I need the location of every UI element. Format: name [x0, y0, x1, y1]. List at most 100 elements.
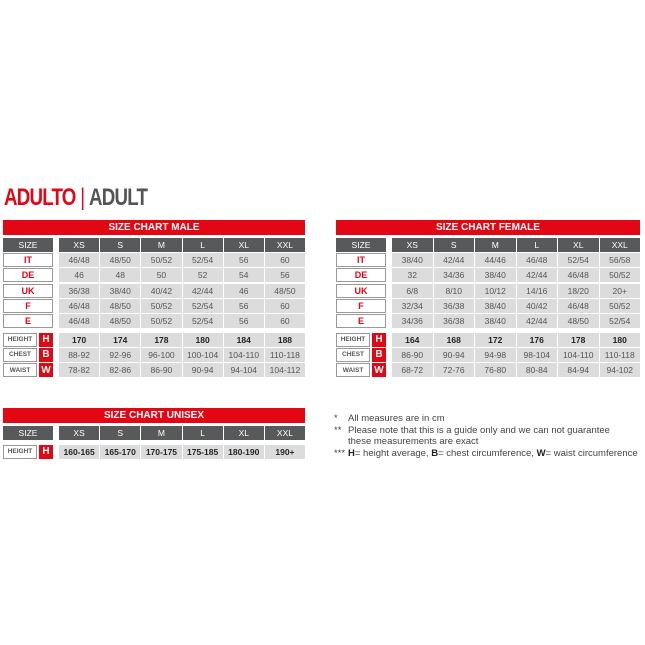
chart-title: SIZE CHART UNISEX — [3, 408, 305, 423]
size-value: 60 — [264, 298, 306, 313]
size-value: 46 — [59, 268, 100, 283]
country-label: UK — [3, 283, 53, 298]
measure-value: 86-90 — [392, 347, 433, 362]
size-value: 52/54 — [558, 253, 599, 268]
measure-row-height: HEIGHT H 160-165 165-170 170-175 175-185 180-1… — [3, 444, 306, 459]
note-key: H — [348, 447, 355, 459]
measure-value: 176 — [516, 332, 557, 347]
measure-value: 94-104 — [223, 363, 264, 378]
measure-value: 170 — [59, 332, 100, 347]
country-row-uk: UK 6/8 8/10 10/12 14/16 18/20 20+ — [336, 283, 640, 298]
size-value: 46/48 — [59, 298, 100, 313]
measure-letter-badge: H — [372, 332, 386, 347]
country-label: IT — [336, 253, 386, 268]
size-value: 50/52 — [599, 298, 640, 313]
size-value: 18/20 — [558, 283, 599, 298]
size-value: 46/48 — [558, 298, 599, 313]
size-value: 48/50 — [100, 298, 141, 313]
notes: * All measures are in cm ** Please note tha… — [334, 413, 638, 459]
measure-value: 98-104 — [516, 347, 557, 362]
size-chart-unisex: SIZE CHART UNISEX SIZE XS S M L XL XXL HEIGHT H 16… — [3, 408, 306, 460]
size-label: SIZE — [336, 238, 386, 252]
measure-row-waist: WAIST W 68-72 72-76 76-80 80-84 84-94 94-102 — [336, 363, 640, 378]
measure-value: 172 — [475, 332, 516, 347]
size-header-l: L — [182, 426, 223, 440]
measure-row-height: HEIGHT H 170 174 178 180 184 188 — [3, 332, 306, 347]
size-value: 52 — [182, 268, 223, 283]
note-3: *** H= height average, B= chest circumfer… — [334, 448, 638, 460]
size-value: 46/48 — [59, 253, 100, 268]
measure-value: 94-102 — [599, 363, 640, 378]
measure-letter-badge: B — [39, 347, 53, 362]
size-value: 50 — [141, 268, 182, 283]
measure-label: CHEST — [3, 347, 37, 362]
measure-value: 165-170 — [100, 444, 141, 459]
measure-value: 68-72 — [392, 363, 433, 378]
measure-value: 180-190 — [223, 444, 264, 459]
size-header-l: L — [516, 238, 557, 252]
country-row-f: F 46/48 48/50 50/52 52/54 56 60 — [3, 298, 306, 313]
size-value: 38/40 — [475, 314, 516, 328]
country-row-it: IT 38/40 42/44 44/46 46/48 52/54 56/58 — [336, 253, 640, 268]
size-value: 20+ — [599, 283, 640, 298]
measure-value: 92-96 — [100, 347, 141, 362]
size-header-xxl: XXL — [264, 238, 306, 252]
measure-value: 164 — [392, 332, 433, 347]
measure-value: 110-118 — [599, 347, 640, 362]
country-row-e: E 34/36 36/38 38/40 42/44 48/50 52/54 — [336, 314, 640, 328]
size-value: 48/50 — [558, 314, 599, 328]
note-text: All measures are in cm — [348, 413, 445, 424]
measure-letter-badge: H — [39, 444, 53, 459]
country-label: E — [336, 314, 386, 328]
measure-value: 100-104 — [182, 347, 223, 362]
country-label: E — [3, 314, 53, 328]
country-row-de: DE 32 34/36 38/40 42/44 46/48 50/52 — [336, 268, 640, 283]
measure-letter-badge: W — [372, 363, 386, 378]
size-chart-female: SIZE CHART FEMALE SIZE XS S M L XL XXL IT 38/40 42… — [336, 220, 640, 380]
measure-label: WAIST — [3, 363, 37, 378]
size-header-xs: XS — [59, 426, 100, 440]
size-value: 44/46 — [475, 253, 516, 268]
heading-separator: | — [80, 184, 85, 211]
size-value: 60 — [264, 314, 306, 328]
country-row-e: E 46/48 48/50 50/52 52/54 56 60 — [3, 314, 306, 328]
chart-title: SIZE CHART FEMALE — [336, 220, 640, 235]
size-value: 52/54 — [599, 314, 640, 328]
size-header-xl: XL — [558, 238, 599, 252]
size-value: 56 — [223, 314, 264, 328]
country-label: F — [336, 298, 386, 313]
measure-row-chest: CHEST B 86-90 90-94 94-98 98-104 104-110 110-11… — [336, 347, 640, 362]
size-value: 34/36 — [433, 268, 474, 283]
note-text: Please note that this is a guide only an… — [348, 424, 610, 448]
measure-value: 170-175 — [141, 444, 182, 459]
measure-value: 180 — [599, 332, 640, 347]
size-header-xs: XS — [392, 238, 433, 252]
measure-value: 86-90 — [141, 363, 182, 378]
measure-value: 90-94 — [433, 347, 474, 362]
size-value: 56 — [264, 268, 306, 283]
size-value: 32 — [392, 268, 433, 283]
size-value: 50/52 — [141, 314, 182, 328]
size-value: 48/50 — [264, 283, 306, 298]
measure-row-chest: CHEST B 88-92 92-96 96-100 100-104 104-110 110-… — [3, 347, 306, 362]
size-value: 54 — [223, 268, 264, 283]
note-marker: *** — [334, 447, 346, 459]
size-header-xl: XL — [223, 238, 264, 252]
measure-letter-badge: H — [39, 332, 53, 347]
size-header-xxl: XXL — [599, 238, 640, 252]
size-value: 38/40 — [475, 298, 516, 313]
measure-value: 84-94 — [558, 363, 599, 378]
note-marker: ** — [334, 424, 342, 436]
size-value: 42/44 — [182, 283, 223, 298]
measure-value: 76-80 — [475, 363, 516, 378]
size-value: 34/36 — [392, 314, 433, 328]
size-value: 32/34 — [392, 298, 433, 313]
measure-value: 78-82 — [59, 363, 100, 378]
size-value: 36/38 — [433, 298, 474, 313]
size-header-m: M — [141, 426, 182, 440]
size-header-l: L — [182, 238, 223, 252]
size-value: 46 — [223, 283, 264, 298]
note-1: * All measures are in cm — [334, 413, 638, 425]
size-value: 48/50 — [100, 314, 141, 328]
measure-value: 178 — [558, 332, 599, 347]
